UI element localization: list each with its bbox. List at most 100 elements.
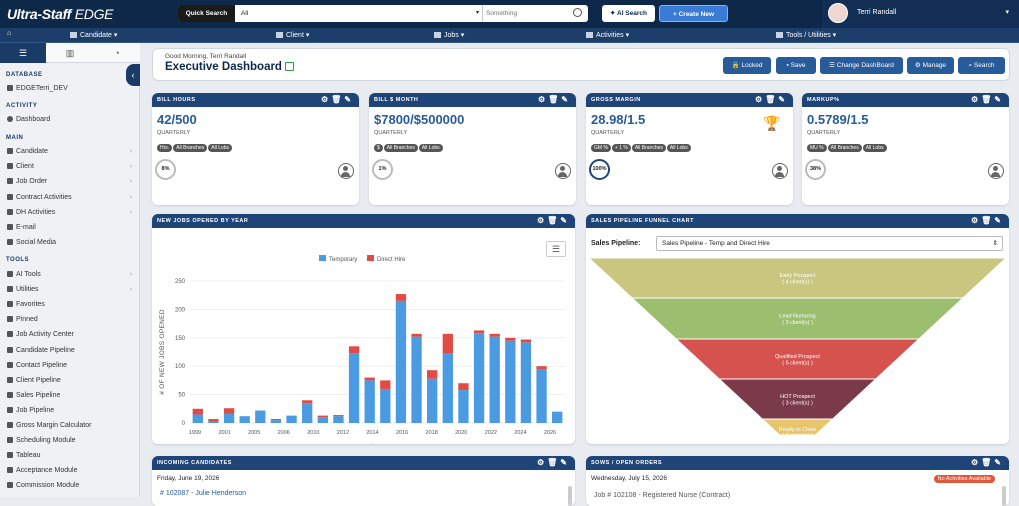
bar-chart-icon[interactable]: ▥ xyxy=(65,48,75,58)
sidebar-item-favorites[interactable]: Favorites xyxy=(7,301,135,308)
sidebar-item-dh-activities[interactable]: DH Activities › xyxy=(7,208,135,216)
filter-tag[interactable]: All Branches xyxy=(173,144,208,152)
sidebar-item-tableau[interactable]: Tableau xyxy=(7,452,135,459)
sidebar-item-scheduling-module[interactable]: Scheduling Module xyxy=(7,437,135,444)
user-icon[interactable] xyxy=(338,163,354,179)
sidebar-item-dashboard[interactable]: Dashboard xyxy=(7,116,135,123)
nav-candidate[interactable]: Candidate ▾ xyxy=(70,31,117,39)
filter-tag[interactable]: All Lobs xyxy=(418,144,443,152)
bar-direct-hire[interactable] xyxy=(411,333,422,337)
user-icon[interactable] xyxy=(772,163,788,179)
card-tools[interactable]: ⚙🗑✎ xyxy=(536,216,570,225)
pie-chart-icon[interactable]: ◔ xyxy=(114,48,120,58)
user-icon[interactable] xyxy=(555,163,571,179)
bar-direct-hire[interactable] xyxy=(395,294,407,301)
edit-check-icon[interactable] xyxy=(284,62,294,71)
home-icon[interactable]: ⌂ xyxy=(7,30,12,37)
bar-temporary[interactable] xyxy=(223,413,235,423)
bar-direct-hire[interactable] xyxy=(427,370,438,379)
candidate-link[interactable]: # 102087 - Julie Henderson xyxy=(160,490,247,497)
sidebar-item-commission-module[interactable]: Commission Module xyxy=(7,482,135,489)
sidebar-item-job-activity-center[interactable]: Job Activity Center xyxy=(7,331,135,338)
menu-icon[interactable]: ☰ xyxy=(0,43,46,63)
database-name[interactable]: EDGETerri_DEV xyxy=(7,85,135,92)
filter-tag[interactable]: All Branches xyxy=(631,144,666,152)
sidebar-item-acceptance-module[interactable]: Acceptance Module xyxy=(7,467,135,474)
change-dashboard-button[interactable]: ☰ Change DashBoard xyxy=(820,57,903,74)
sidebar-item-job-pipeline[interactable]: Job Pipeline xyxy=(7,406,135,414)
manage-button[interactable]: ⚙ Manage xyxy=(907,57,954,74)
pipeline-select[interactable]: Sales Pipeline - Temp and Direct Hire ⇕ xyxy=(656,236,1003,251)
card-tools[interactable]: ⚙🗑✎ xyxy=(320,95,354,104)
scrollbar[interactable] xyxy=(568,486,572,506)
card-tools[interactable]: ⚙🗑✎ xyxy=(970,95,1004,104)
card-tools[interactable]: ⚙🗑✎ xyxy=(536,458,570,467)
bar-direct-hire[interactable] xyxy=(270,419,282,421)
bar-temporary[interactable] xyxy=(427,378,438,423)
scrollbar[interactable] xyxy=(1002,486,1006,506)
nav-activities[interactable]: Activities ▾ xyxy=(586,31,629,39)
filter-tag[interactable]: All Lobs xyxy=(862,144,887,152)
card-tools[interactable]: ⚙🗑✎ xyxy=(754,95,788,104)
nav-client[interactable]: Client ▾ xyxy=(276,31,309,39)
bar-direct-hire[interactable] xyxy=(317,415,328,418)
bar-temporary[interactable] xyxy=(552,411,563,423)
bar-temporary[interactable] xyxy=(489,336,500,423)
bar-temporary[interactable] xyxy=(536,369,547,423)
sidebar-item-utilities[interactable]: Utilities › xyxy=(7,286,135,293)
search-input[interactable] xyxy=(486,6,576,21)
filter-tag[interactable]: All Branches xyxy=(827,144,862,152)
app-logo[interactable]: Ultra-Staff EDGE xyxy=(7,6,114,22)
bar-temporary[interactable] xyxy=(302,403,313,423)
bar-direct-hire[interactable] xyxy=(458,383,469,391)
sidebar-item-client[interactable]: Client › xyxy=(7,163,135,170)
funnel-stage[interactable] xyxy=(761,418,834,436)
sidebar-item-candidate[interactable]: Candidate › xyxy=(7,148,135,155)
legend-label[interactable]: Direct Hire xyxy=(377,257,406,263)
bar-direct-hire[interactable] xyxy=(192,408,203,415)
filter-tag[interactable]: All Branches xyxy=(383,144,418,152)
bar-temporary[interactable] xyxy=(317,417,328,423)
bar-direct-hire[interactable] xyxy=(208,419,219,422)
sidebar-item-job-order[interactable]: Job Order › xyxy=(7,178,135,185)
legend-label[interactable]: Temporary xyxy=(329,257,357,263)
bar-direct-hire[interactable] xyxy=(442,333,453,354)
filter-tag[interactable]: GM % xyxy=(591,144,611,152)
filter-tag[interactable]: Hrs. xyxy=(157,144,173,152)
chart-menu-icon[interactable]: ☰ xyxy=(546,241,566,257)
filter-tag[interactable]: MU % xyxy=(807,144,827,152)
nav-tools[interactable]: Tools / Utilities ▾ xyxy=(776,31,836,39)
search-scope-select[interactable]: All ▾ xyxy=(238,5,483,22)
bar-temporary[interactable] xyxy=(380,388,391,423)
sidebar-item-pinned[interactable]: Pinned xyxy=(7,316,135,323)
bar-temporary[interactable] xyxy=(411,336,422,423)
search-icon[interactable] xyxy=(573,8,582,17)
sidebar-item-contact-pipeline[interactable]: Contact Pipeline xyxy=(7,361,135,369)
filter-tag[interactable]: All Lobs xyxy=(208,144,233,152)
bar-temporary[interactable] xyxy=(520,342,532,423)
bar-direct-hire[interactable] xyxy=(223,408,235,414)
filter-tag[interactable]: + 1 % xyxy=(611,144,631,152)
bar-direct-hire[interactable] xyxy=(380,380,391,389)
bar-direct-hire[interactable] xyxy=(302,400,313,404)
sidebar-item-gross-margin-calculator[interactable]: Gross Margin Calculator xyxy=(7,422,135,429)
sidebar-item-client-pipeline[interactable]: Client Pipeline xyxy=(7,376,135,384)
card-tools[interactable]: ⚙🗑✎ xyxy=(970,458,1004,467)
locked-button[interactable]: 🔒 Locked xyxy=(723,57,771,74)
bar-direct-hire[interactable] xyxy=(473,330,485,334)
bar-temporary[interactable] xyxy=(239,416,250,423)
sidebar-item-ai-tools[interactable]: AI Tools › xyxy=(7,271,135,278)
bar-temporary[interactable] xyxy=(255,410,266,423)
bar-direct-hire[interactable] xyxy=(333,415,344,417)
sidebar-item-social-media[interactable]: Social Media xyxy=(7,239,135,246)
sidebar-item-sales-pipeline[interactable]: Sales Pipeline xyxy=(7,391,135,399)
bar-temporary[interactable] xyxy=(442,353,453,423)
bar-direct-hire[interactable] xyxy=(520,339,532,343)
ai-search-button[interactable]: ✦ AI Search xyxy=(602,5,655,22)
bar-temporary[interactable] xyxy=(348,353,360,423)
bar-temporary[interactable] xyxy=(458,390,469,423)
bar-temporary[interactable] xyxy=(192,414,203,423)
search-button[interactable]: ⌕ Search xyxy=(958,57,1005,74)
card-tools[interactable]: ⚙🗑✎ xyxy=(537,95,571,104)
create-new-button[interactable]: + Create New xyxy=(659,5,728,22)
